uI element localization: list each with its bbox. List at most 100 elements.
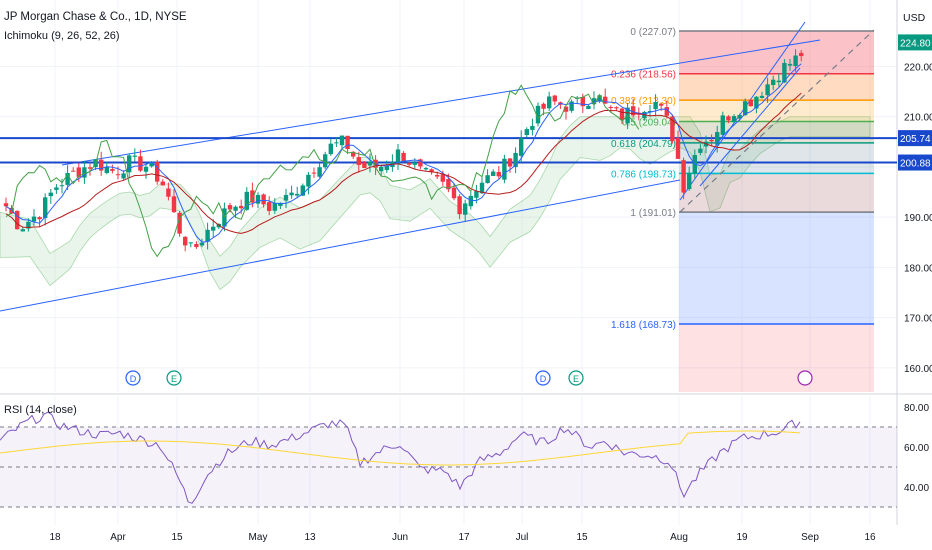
date-tick-label: 18 [49, 532, 61, 543]
candle-body [547, 96, 552, 109]
ichimoku-cloud [0, 116, 871, 291]
candle-body [799, 52, 804, 57]
candle-body [731, 116, 737, 123]
date-tick-label: 15 [576, 532, 588, 543]
candle-body [507, 158, 513, 167]
candle-body [485, 175, 490, 184]
fib-level-label: 0.236 (218.56) [611, 70, 676, 81]
event-marker-e [568, 370, 584, 386]
candle-body [339, 135, 345, 146]
fib-zone [679, 212, 874, 324]
candle-body [474, 191, 479, 198]
candle-body [631, 106, 636, 116]
event-marker-label: E [573, 374, 579, 384]
candle-body [614, 107, 619, 109]
earnings-marker [797, 370, 813, 386]
price-tick-label: 220.00 [904, 63, 932, 74]
rsi-tick-label: 40.00 [904, 483, 929, 494]
candle-body [619, 108, 625, 121]
cloud-area [0, 116, 871, 291]
candle-body [597, 95, 602, 102]
candle-body [283, 194, 289, 201]
candle-body [664, 107, 669, 116]
candle-body [183, 236, 188, 246]
price-tick-label: 210.00 [904, 113, 932, 124]
candle-body [608, 106, 613, 108]
fib-level-label: 1.618 (168.73) [611, 320, 676, 331]
candle-body [323, 154, 328, 168]
candle-body [530, 125, 535, 130]
candle-body [519, 138, 524, 156]
candle-body [345, 135, 350, 150]
date-tick-label: 13 [304, 532, 316, 543]
price-badge-label: 200.88 [900, 159, 931, 170]
candle-body [328, 143, 333, 155]
fib-level-label: 1 (191.01) [630, 208, 676, 219]
candle-body [188, 242, 193, 244]
candle-body [782, 62, 787, 83]
candle-body [580, 96, 585, 107]
candle-body [71, 170, 76, 172]
price-tick-label: 160.00 [904, 364, 932, 375]
candle-body [43, 197, 48, 219]
indicator-label[interactable]: Ichimoku (9, 26, 52, 26) [4, 30, 120, 42]
price-badge-label: 224.80 [900, 38, 931, 49]
candle-body [255, 194, 261, 204]
candle-body [110, 168, 115, 171]
fib-zone [679, 324, 874, 392]
candle-body [267, 202, 272, 211]
currency-label[interactable]: USD [903, 12, 926, 24]
date-tick-label: Jun [392, 532, 408, 543]
candle-body [351, 151, 356, 157]
candle-body [463, 203, 468, 215]
rsi-tick-label: 80.00 [904, 403, 929, 414]
candle-body [759, 95, 765, 98]
fib-zone [679, 142, 874, 174]
candle-body [726, 116, 731, 121]
date-tick-label: May [249, 532, 268, 543]
candle-body [239, 205, 244, 209]
candle-body [99, 159, 104, 171]
candle-body [754, 96, 759, 109]
candle-body [104, 166, 109, 173]
candle-body [205, 229, 210, 242]
candle-body [233, 206, 238, 211]
event-marker-d [125, 370, 141, 386]
candle-body [496, 171, 501, 177]
candle-body [395, 149, 401, 165]
candle-body [793, 55, 798, 67]
tenkan-line [5, 63, 802, 243]
date-tick-label: Apr [110, 532, 126, 543]
candle-body [423, 168, 429, 170]
candle-body [121, 173, 126, 179]
candle-body [715, 132, 720, 145]
candle-body [166, 188, 171, 197]
candle-body [675, 138, 681, 159]
candle-body [771, 79, 776, 86]
candle-body [149, 161, 154, 167]
fib-level-label: 0.5 (209.04) [622, 118, 676, 129]
candle-body [720, 115, 725, 135]
price-badge-label: 205.74 [900, 134, 931, 145]
candle-body [535, 105, 541, 124]
candle-body [171, 196, 177, 213]
candle-body [115, 174, 121, 176]
candle-body [457, 196, 462, 215]
rsi-label[interactable]: RSI (14, close) [4, 404, 77, 416]
candle-body [76, 167, 81, 177]
candle-body [87, 167, 93, 169]
candle-body [670, 116, 675, 142]
candle-body [227, 205, 233, 210]
fib-zone [679, 121, 874, 143]
candle-body [3, 203, 9, 207]
price-badge [898, 154, 932, 171]
price-tick-label: 170.00 [904, 314, 932, 325]
candle-body [418, 159, 423, 167]
candle-body [211, 226, 216, 231]
candle-body [435, 174, 440, 177]
symbol-title[interactable]: JP Morgan Chase & Co., 1D, NYSE [4, 11, 187, 23]
lagging-span [5, 84, 640, 258]
candle-body [698, 148, 703, 153]
